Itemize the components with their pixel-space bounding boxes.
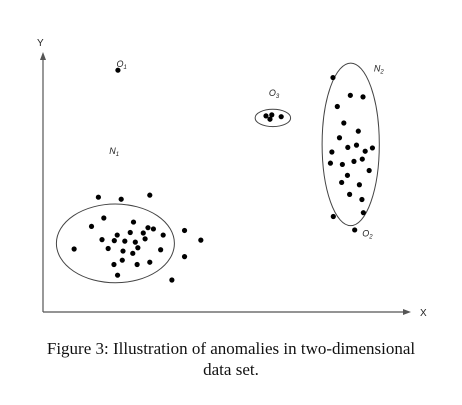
data-point-24 [105, 245, 111, 252]
data-point-40 [347, 92, 353, 98]
label-o3: O3 [269, 88, 280, 100]
data-point-8 [147, 192, 153, 198]
data-point-42 [341, 120, 347, 126]
figure-caption: Figure 3: Illustration of anomalies in t… [0, 338, 462, 380]
data-point-52 [351, 158, 357, 164]
data-point-34 [169, 277, 175, 283]
data-point-39 [334, 103, 340, 110]
cluster-regions [55, 62, 380, 284]
data-point-27 [135, 245, 141, 251]
region-n2-ellipse [321, 62, 380, 227]
data-point-29 [119, 257, 125, 263]
x-axis-label: X [420, 308, 427, 319]
data-point-32 [181, 254, 188, 260]
data-point-48 [362, 148, 368, 154]
data-point-4 [267, 116, 273, 122]
data-point-19 [160, 232, 166, 238]
caption-line-1: Figure 3: Illustration of anomalies in t… [46, 339, 416, 358]
data-point-45 [329, 149, 335, 155]
data-point-44 [355, 128, 361, 134]
data-point-37 [127, 229, 133, 236]
data-point-0 [115, 67, 121, 73]
data-point-57 [347, 191, 353, 197]
data-point-3 [269, 112, 275, 118]
data-point-20 [140, 230, 146, 236]
data-point-15 [132, 239, 138, 245]
data-point-49 [369, 145, 376, 151]
data-point-11 [130, 219, 137, 225]
data-point-28 [158, 247, 164, 253]
data-point-10 [88, 223, 95, 230]
data-point-33 [114, 272, 121, 278]
data-point-43 [336, 135, 343, 141]
data-point-41 [360, 94, 366, 100]
data-point-59 [360, 210, 366, 216]
data-point-36 [111, 261, 117, 268]
data-point-58 [359, 196, 365, 203]
data-point-56 [366, 167, 372, 174]
data-point-30 [134, 261, 140, 268]
data-point-22 [198, 237, 204, 243]
point-labels: O1 O2 O3 N1 N2 [109, 59, 384, 240]
data-point-46 [345, 144, 351, 151]
label-n2: N2 [374, 63, 385, 75]
y-axis-arrowhead [40, 52, 46, 60]
data-point-50 [327, 160, 334, 166]
data-point-60 [330, 213, 336, 220]
data-point-18 [145, 225, 151, 231]
data-point-23 [114, 232, 120, 238]
y-axis-label: Y [37, 38, 44, 49]
data-points [71, 67, 376, 283]
label-o1: O1 [116, 59, 126, 71]
data-point-21 [181, 227, 188, 234]
data-point-25 [120, 248, 126, 254]
label-o2: O2 [362, 228, 373, 240]
caption-line-2: data set. [203, 360, 259, 379]
data-point-26 [130, 250, 136, 256]
data-point-51 [339, 161, 345, 168]
data-point-9 [101, 215, 107, 221]
data-point-53 [359, 156, 365, 162]
data-point-35 [71, 246, 77, 252]
data-point-6 [95, 194, 101, 200]
data-point-5 [278, 114, 284, 120]
data-point-13 [111, 238, 117, 244]
x-axis-arrowhead [403, 309, 411, 315]
data-point-1 [352, 227, 358, 233]
data-point-7 [118, 196, 124, 202]
data-point-61 [339, 179, 345, 186]
data-point-17 [150, 226, 157, 232]
data-point-47 [353, 142, 360, 148]
data-point-31 [147, 259, 153, 265]
region-n1-ellipse [55, 203, 175, 284]
data-point-55 [356, 182, 362, 188]
data-point-38 [330, 74, 336, 81]
data-point-2 [263, 113, 269, 119]
label-n1: N1 [109, 146, 119, 158]
scatter-figure: Y X O1 O2 O3 N1 N2 [37, 38, 427, 319]
data-point-16 [142, 236, 148, 242]
data-point-54 [344, 172, 351, 178]
data-point-14 [122, 238, 128, 244]
data-point-12 [99, 237, 105, 243]
region-o3-ellipse [254, 108, 292, 128]
